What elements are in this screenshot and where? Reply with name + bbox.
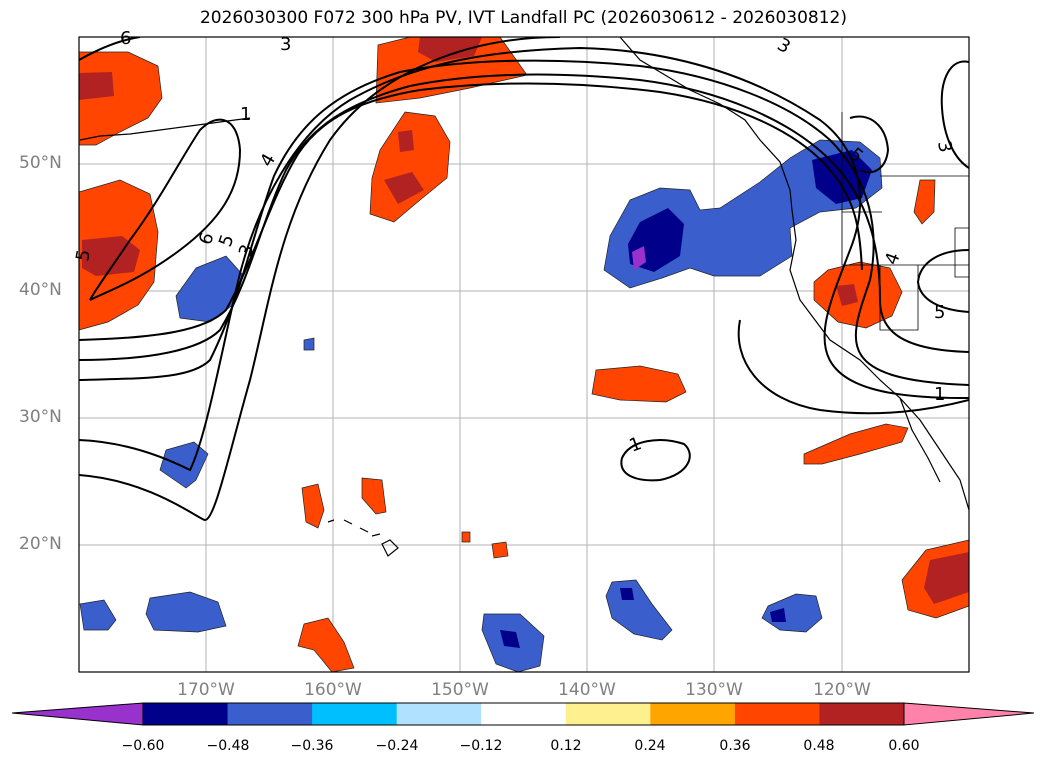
- contour-label-11: 1: [934, 384, 945, 405]
- warm-blob-small-2: [491, 541, 509, 559]
- cool-core-south-123w: [770, 608, 786, 622]
- colorbar-segments: [12, 703, 1034, 725]
- colorbar-tick-2: −0.48: [206, 738, 250, 754]
- colorbar: [11, 702, 1035, 726]
- colorbar-tick-3: −0.36: [290, 738, 334, 754]
- warm-blob-north-central: [369, 111, 451, 223]
- contour-jet-5: [79, 82, 863, 341]
- lat-label-50n: 50°N: [19, 153, 62, 173]
- colorbar-tick-10: 0.60: [888, 738, 920, 754]
- contour-label-7: 5: [72, 248, 95, 263]
- colorbar-segment-8: [734, 703, 820, 725]
- warm-core-north-central: [384, 172, 424, 204]
- warm-core-southeast-corner: [924, 552, 969, 604]
- contour-north-east-2: [849, 115, 890, 174]
- colorbar-segment-3: [312, 703, 398, 725]
- negative-anomalies: [79, 139, 883, 672]
- warm-core-north: [418, 37, 482, 62]
- contour-jet-2: [79, 46, 969, 472]
- contour-subtropic-1: [620, 439, 691, 482]
- warm-core-west-california: [836, 284, 858, 306]
- colorbar-segment-2: [227, 703, 313, 725]
- pv-contours: [79, 37, 969, 522]
- colorbar-extend-max: [904, 703, 1034, 725]
- contour-label-6: 6: [120, 28, 131, 49]
- lon-label-140w: 140°W: [558, 680, 616, 700]
- warm-blob-hawaii-n: [361, 477, 387, 515]
- colorbar-segment-4: [396, 703, 482, 725]
- warm-blob-north: [375, 37, 528, 104]
- coastline-west-coast: [789, 209, 969, 511]
- colorbar-tick-4: −0.24: [375, 738, 419, 754]
- colorbar-tick-8: 0.36: [719, 738, 751, 754]
- map-title: 2026030300 F072 300 hPa PV, IVT Landfall…: [199, 8, 847, 28]
- aleutian-islands: [79, 117, 251, 141]
- warm-blob-hawaii-nw: [301, 483, 325, 529]
- warm-blob-subtropic-east: [591, 365, 687, 403]
- warm-blob-south-160w: [297, 617, 355, 672]
- lat-label-40n: 40°N: [19, 280, 62, 300]
- contour-label-8: 3: [280, 34, 291, 55]
- colorbar-tick-7: 0.24: [634, 738, 666, 754]
- warm-core-nw-corner: [79, 72, 114, 100]
- colorbar-segment-1: [143, 703, 229, 725]
- colorbar-segment-6: [565, 703, 651, 725]
- contour-north-east: [940, 60, 969, 169]
- contour-jet-4: [79, 73, 969, 361]
- contour-east-5: [916, 249, 969, 313]
- coastline-baja: [899, 397, 941, 483]
- coastlines: [79, 37, 969, 557]
- lat-label-30n: 30°N: [19, 407, 62, 427]
- map-plot: 6 5 4 3 3 6 5 3 4 5 1 1 3 1 5: [72, 28, 970, 673]
- colorbar-segment-5: [481, 703, 567, 725]
- cool-blob-south-170w: [145, 591, 227, 633]
- cool-blob-south-123w: [761, 593, 823, 633]
- colorbar-tick-5: −0.12: [459, 738, 503, 754]
- hawaii-islands: [327, 519, 399, 557]
- cool-core-south-147w: [500, 630, 520, 648]
- state-borders: [841, 112, 969, 331]
- colorbar-tick-1: −0.60: [121, 738, 165, 754]
- contour-loop-west: [89, 118, 242, 301]
- lon-label-150w: 150°W: [431, 680, 489, 700]
- warm-core-north-central-2: [398, 130, 414, 152]
- colorbar-segment-9: [819, 703, 905, 725]
- colorbar-segment-7: [650, 703, 736, 725]
- cool-blob-small-midocean: [303, 337, 315, 351]
- lat-label-20n: 20°N: [19, 534, 62, 554]
- lon-label-170w: 170°W: [177, 680, 235, 700]
- cool-extreme-core: [632, 246, 646, 270]
- lon-label-160w: 160°W: [304, 680, 362, 700]
- warm-blob-idaho: [913, 179, 936, 225]
- warm-blob-baja-west: [803, 423, 909, 465]
- cool-core-south-135w: [620, 588, 634, 600]
- colorbar-tick-9: 0.48: [803, 738, 835, 754]
- lon-label-120w: 120°W: [813, 680, 871, 700]
- lon-label-130w: 130°W: [685, 680, 743, 700]
- colorbar-right-arrow-outline: [903, 702, 1035, 726]
- cool-blob-sw-corner: [79, 599, 117, 631]
- contour-label-14: 1: [240, 104, 251, 125]
- map-frame: [78, 36, 970, 673]
- contour-north-nw: [79, 37, 141, 61]
- contour-label-10: 5: [934, 302, 945, 323]
- coastline-alaska: [619, 37, 793, 211]
- contour-label-13: 3: [933, 139, 956, 154]
- colorbar-tick-6: 0.12: [550, 738, 582, 754]
- contour-lower-east: [737, 319, 969, 415]
- warm-blob-small-1: [461, 531, 471, 543]
- colorbar-extend-min: [12, 703, 143, 725]
